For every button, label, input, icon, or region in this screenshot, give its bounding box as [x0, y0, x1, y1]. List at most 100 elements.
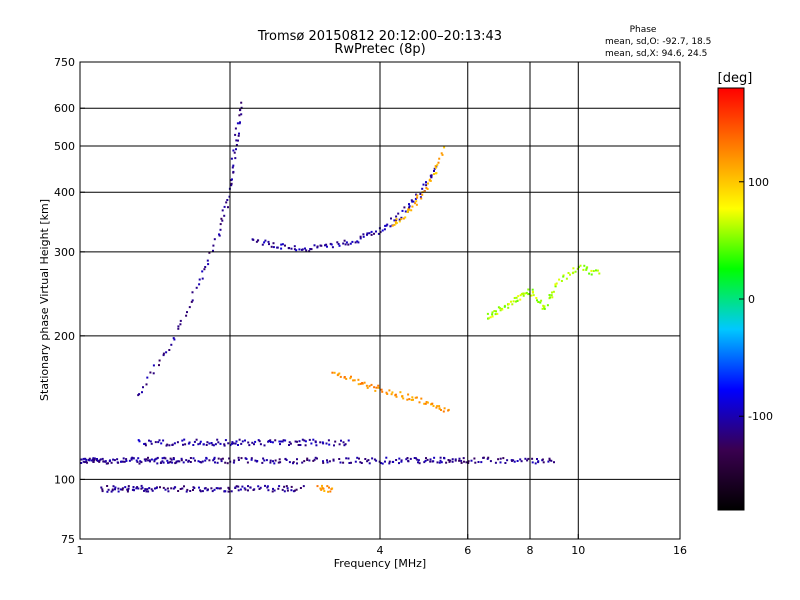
echo-point	[420, 397, 423, 400]
echo-point	[342, 242, 345, 245]
echo-point	[107, 462, 109, 465]
echo-point	[141, 486, 144, 489]
echo-point	[347, 243, 350, 246]
echo-point	[101, 490, 104, 493]
echo-point	[398, 220, 401, 223]
echo-point	[345, 457, 348, 460]
echo-point	[137, 487, 140, 490]
echo-point	[423, 190, 426, 193]
echo-point	[316, 457, 318, 460]
echo-point	[140, 484, 143, 487]
y-tick-label: 75	[61, 533, 75, 546]
echo-point	[234, 133, 237, 136]
echo-point	[554, 285, 557, 288]
echo-point	[201, 277, 204, 280]
echo-point	[337, 373, 340, 376]
echo-point	[116, 458, 119, 461]
colorbar-ticks: 100 0 -100	[739, 176, 773, 423]
echo-point	[226, 462, 229, 465]
echo-point	[224, 490, 227, 493]
echo-point	[271, 490, 274, 493]
echo-point	[583, 264, 586, 267]
echo-point	[184, 443, 187, 446]
echo-point	[304, 440, 307, 443]
echo-point	[333, 444, 335, 447]
echo-point	[175, 461, 178, 464]
echo-point	[240, 113, 243, 116]
echo-point	[220, 458, 223, 461]
echo-point	[344, 243, 347, 246]
echo-point	[398, 462, 400, 465]
echo-point	[537, 460, 540, 463]
echo-point	[426, 458, 429, 461]
echo-point	[512, 300, 515, 303]
echo-point	[431, 402, 434, 405]
echo-point	[212, 249, 214, 252]
echo-point	[550, 459, 553, 462]
y-tick-label: 100	[54, 473, 75, 486]
echo-point	[243, 487, 246, 490]
echo-point	[217, 457, 220, 460]
echo-point	[388, 460, 391, 463]
echo-point	[189, 461, 192, 463]
echo-point	[166, 443, 169, 446]
echo-point	[189, 457, 192, 459]
echo-point	[316, 245, 319, 248]
echo-point	[491, 315, 494, 318]
echo-point	[208, 459, 211, 462]
echo-point	[185, 490, 188, 493]
echo-point	[349, 242, 352, 245]
echo-point	[522, 294, 525, 297]
echo-point	[198, 486, 200, 489]
echo-point	[172, 337, 175, 340]
echo-point	[167, 461, 169, 464]
echo-point	[84, 457, 87, 460]
colorbar-tick-label: -100	[748, 410, 773, 423]
echo-point	[295, 249, 298, 252]
echo-point	[238, 438, 241, 441]
echo-point	[213, 238, 216, 241]
echo-point	[359, 237, 362, 240]
echo-point	[144, 459, 147, 462]
echo-point	[325, 243, 328, 246]
x-tick-label: 16	[673, 544, 687, 557]
echo-point	[451, 460, 454, 463]
echo-point	[172, 487, 175, 490]
echo-point	[117, 487, 120, 490]
echo-point	[146, 488, 149, 491]
colorbar-tick-label: 100	[748, 176, 769, 189]
echo-point	[232, 461, 235, 464]
echo-point	[531, 288, 534, 291]
stats-title: Phase	[630, 25, 657, 35]
echo-point	[366, 460, 369, 463]
echo-point	[332, 458, 335, 461]
echo-point	[234, 127, 237, 130]
echo-point	[406, 457, 409, 459]
echo-point	[409, 457, 412, 460]
echo-point	[101, 457, 104, 460]
echo-point	[183, 485, 185, 488]
echo-point	[395, 222, 398, 224]
echo-point	[460, 461, 463, 464]
echo-point	[290, 489, 293, 492]
echo-point	[499, 309, 502, 312]
echo-point	[170, 458, 173, 461]
echo-point	[333, 371, 336, 374]
chart-subtitle: RwPretec (8p)	[334, 42, 425, 57]
x-axis: 1 2 4 6 8 10 16	[77, 534, 687, 557]
echo-point	[208, 251, 211, 254]
echo-point	[177, 460, 180, 463]
x-tick-label: 10	[571, 544, 585, 557]
echo-point	[221, 219, 224, 222]
echo-point	[246, 461, 249, 464]
echo-point	[467, 460, 470, 463]
echo-point	[438, 157, 441, 160]
echo-point	[424, 402, 427, 405]
echo-point	[436, 461, 439, 464]
echo-point	[207, 488, 209, 491]
echo-point	[117, 461, 120, 464]
echo-point	[519, 298, 522, 301]
echo-point	[301, 248, 304, 251]
echo-point	[362, 233, 365, 236]
echo-point	[225, 201, 228, 204]
